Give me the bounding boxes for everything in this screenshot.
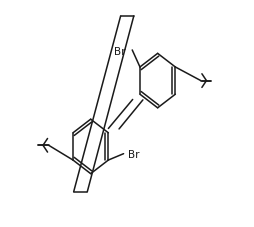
Text: Br: Br [128,150,140,160]
Text: Br: Br [114,47,125,57]
